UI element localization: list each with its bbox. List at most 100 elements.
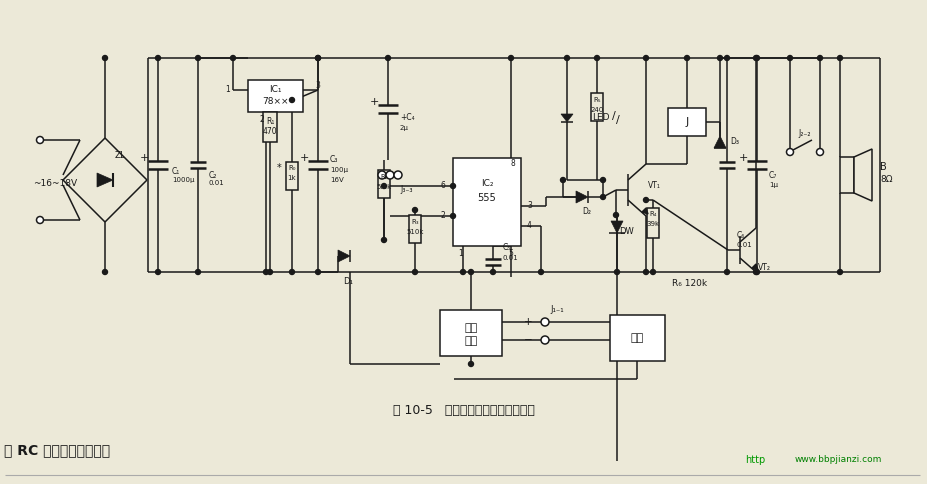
Text: 5.1k: 5.1k xyxy=(376,184,391,190)
Text: LED: LED xyxy=(591,114,609,122)
Text: +C₄: +C₄ xyxy=(400,114,414,122)
Text: 稳压: 稳压 xyxy=(464,323,477,333)
Circle shape xyxy=(540,318,549,326)
Text: *: * xyxy=(277,163,282,173)
Circle shape xyxy=(650,270,654,274)
Text: http: http xyxy=(744,455,765,465)
Text: 1: 1 xyxy=(458,248,463,257)
Text: +: + xyxy=(369,97,378,107)
Text: 78××: 78×× xyxy=(262,96,288,106)
Text: VT₂: VT₂ xyxy=(757,263,770,272)
Circle shape xyxy=(724,270,729,274)
Circle shape xyxy=(490,270,495,274)
Circle shape xyxy=(594,56,599,60)
Bar xyxy=(377,170,389,198)
Circle shape xyxy=(386,171,394,179)
Text: DW: DW xyxy=(619,227,634,236)
Circle shape xyxy=(450,213,455,218)
Circle shape xyxy=(315,56,320,60)
Text: IC₂: IC₂ xyxy=(480,179,493,187)
Polygon shape xyxy=(751,264,757,270)
Bar xyxy=(667,108,705,136)
Text: 16V: 16V xyxy=(330,177,343,183)
Circle shape xyxy=(289,270,294,274)
Text: +: + xyxy=(139,153,148,163)
Text: 470: 470 xyxy=(262,127,277,136)
Text: R₅: R₅ xyxy=(592,97,600,103)
Text: J: J xyxy=(685,117,688,127)
Circle shape xyxy=(642,270,648,274)
Circle shape xyxy=(36,216,44,224)
Text: 1μ: 1μ xyxy=(768,182,777,188)
Circle shape xyxy=(102,270,108,274)
Circle shape xyxy=(468,270,473,274)
Text: 6: 6 xyxy=(439,182,445,191)
Circle shape xyxy=(724,56,729,60)
Text: 0.01: 0.01 xyxy=(502,255,518,261)
Circle shape xyxy=(381,183,386,188)
Text: ~16~18V: ~16~18V xyxy=(32,179,77,187)
Text: J₂₋₂: J₂₋₂ xyxy=(798,130,810,138)
Polygon shape xyxy=(853,149,871,201)
Text: 8: 8 xyxy=(510,158,514,167)
Text: VT₁: VT₁ xyxy=(647,181,660,190)
Circle shape xyxy=(381,238,386,242)
Polygon shape xyxy=(576,191,588,203)
Circle shape xyxy=(717,56,722,60)
Text: J₁₋₁: J₁₋₁ xyxy=(550,305,563,315)
Circle shape xyxy=(377,171,386,179)
Text: 1000μ: 1000μ xyxy=(171,177,195,183)
Circle shape xyxy=(754,270,758,274)
Text: 8Ω: 8Ω xyxy=(879,176,892,184)
Text: R₃: R₃ xyxy=(411,219,418,225)
Bar xyxy=(609,315,665,361)
Text: ZL: ZL xyxy=(114,151,125,160)
Text: 3: 3 xyxy=(314,81,320,91)
Text: R₁: R₁ xyxy=(265,118,273,126)
Text: www.bbpjianzi.com: www.bbpjianzi.com xyxy=(794,455,882,465)
Polygon shape xyxy=(610,221,622,233)
Circle shape xyxy=(263,270,268,274)
Text: B: B xyxy=(879,162,886,172)
Text: IC₁: IC₁ xyxy=(269,85,282,93)
Circle shape xyxy=(614,270,619,274)
Circle shape xyxy=(230,56,235,60)
Circle shape xyxy=(385,56,390,60)
Circle shape xyxy=(600,195,604,199)
Circle shape xyxy=(196,56,200,60)
Polygon shape xyxy=(337,250,349,262)
Text: C₅: C₅ xyxy=(502,243,511,253)
Circle shape xyxy=(836,270,842,274)
Text: +: + xyxy=(524,317,532,327)
Text: +: + xyxy=(299,153,309,163)
Text: R₆ 120k: R₆ 120k xyxy=(672,279,706,288)
Text: /: / xyxy=(616,115,619,125)
Circle shape xyxy=(564,56,569,60)
Text: C₇: C₇ xyxy=(768,170,777,180)
Text: 1k: 1k xyxy=(287,175,296,181)
Circle shape xyxy=(787,56,792,60)
Circle shape xyxy=(156,270,160,274)
Text: 100μ: 100μ xyxy=(330,167,348,173)
Text: 电源: 电源 xyxy=(464,336,477,346)
Text: C₁: C₁ xyxy=(171,167,180,177)
Text: −: − xyxy=(524,335,532,345)
Text: C₆: C₆ xyxy=(736,230,744,240)
Text: J₃₋₃: J₃₋₃ xyxy=(400,184,413,194)
Circle shape xyxy=(267,270,273,274)
Text: 0.01: 0.01 xyxy=(209,180,224,186)
Text: 2: 2 xyxy=(260,116,264,124)
Circle shape xyxy=(613,212,617,217)
Text: D₂: D₂ xyxy=(582,207,590,215)
Circle shape xyxy=(560,178,565,182)
Circle shape xyxy=(684,56,689,60)
Circle shape xyxy=(413,208,417,212)
Text: D₃: D₃ xyxy=(730,137,738,147)
Bar xyxy=(262,112,276,142)
Circle shape xyxy=(315,270,320,274)
Circle shape xyxy=(817,56,821,60)
Polygon shape xyxy=(641,208,647,214)
Bar xyxy=(839,157,853,193)
Text: +: + xyxy=(738,153,747,163)
Text: R₂: R₂ xyxy=(380,174,387,180)
